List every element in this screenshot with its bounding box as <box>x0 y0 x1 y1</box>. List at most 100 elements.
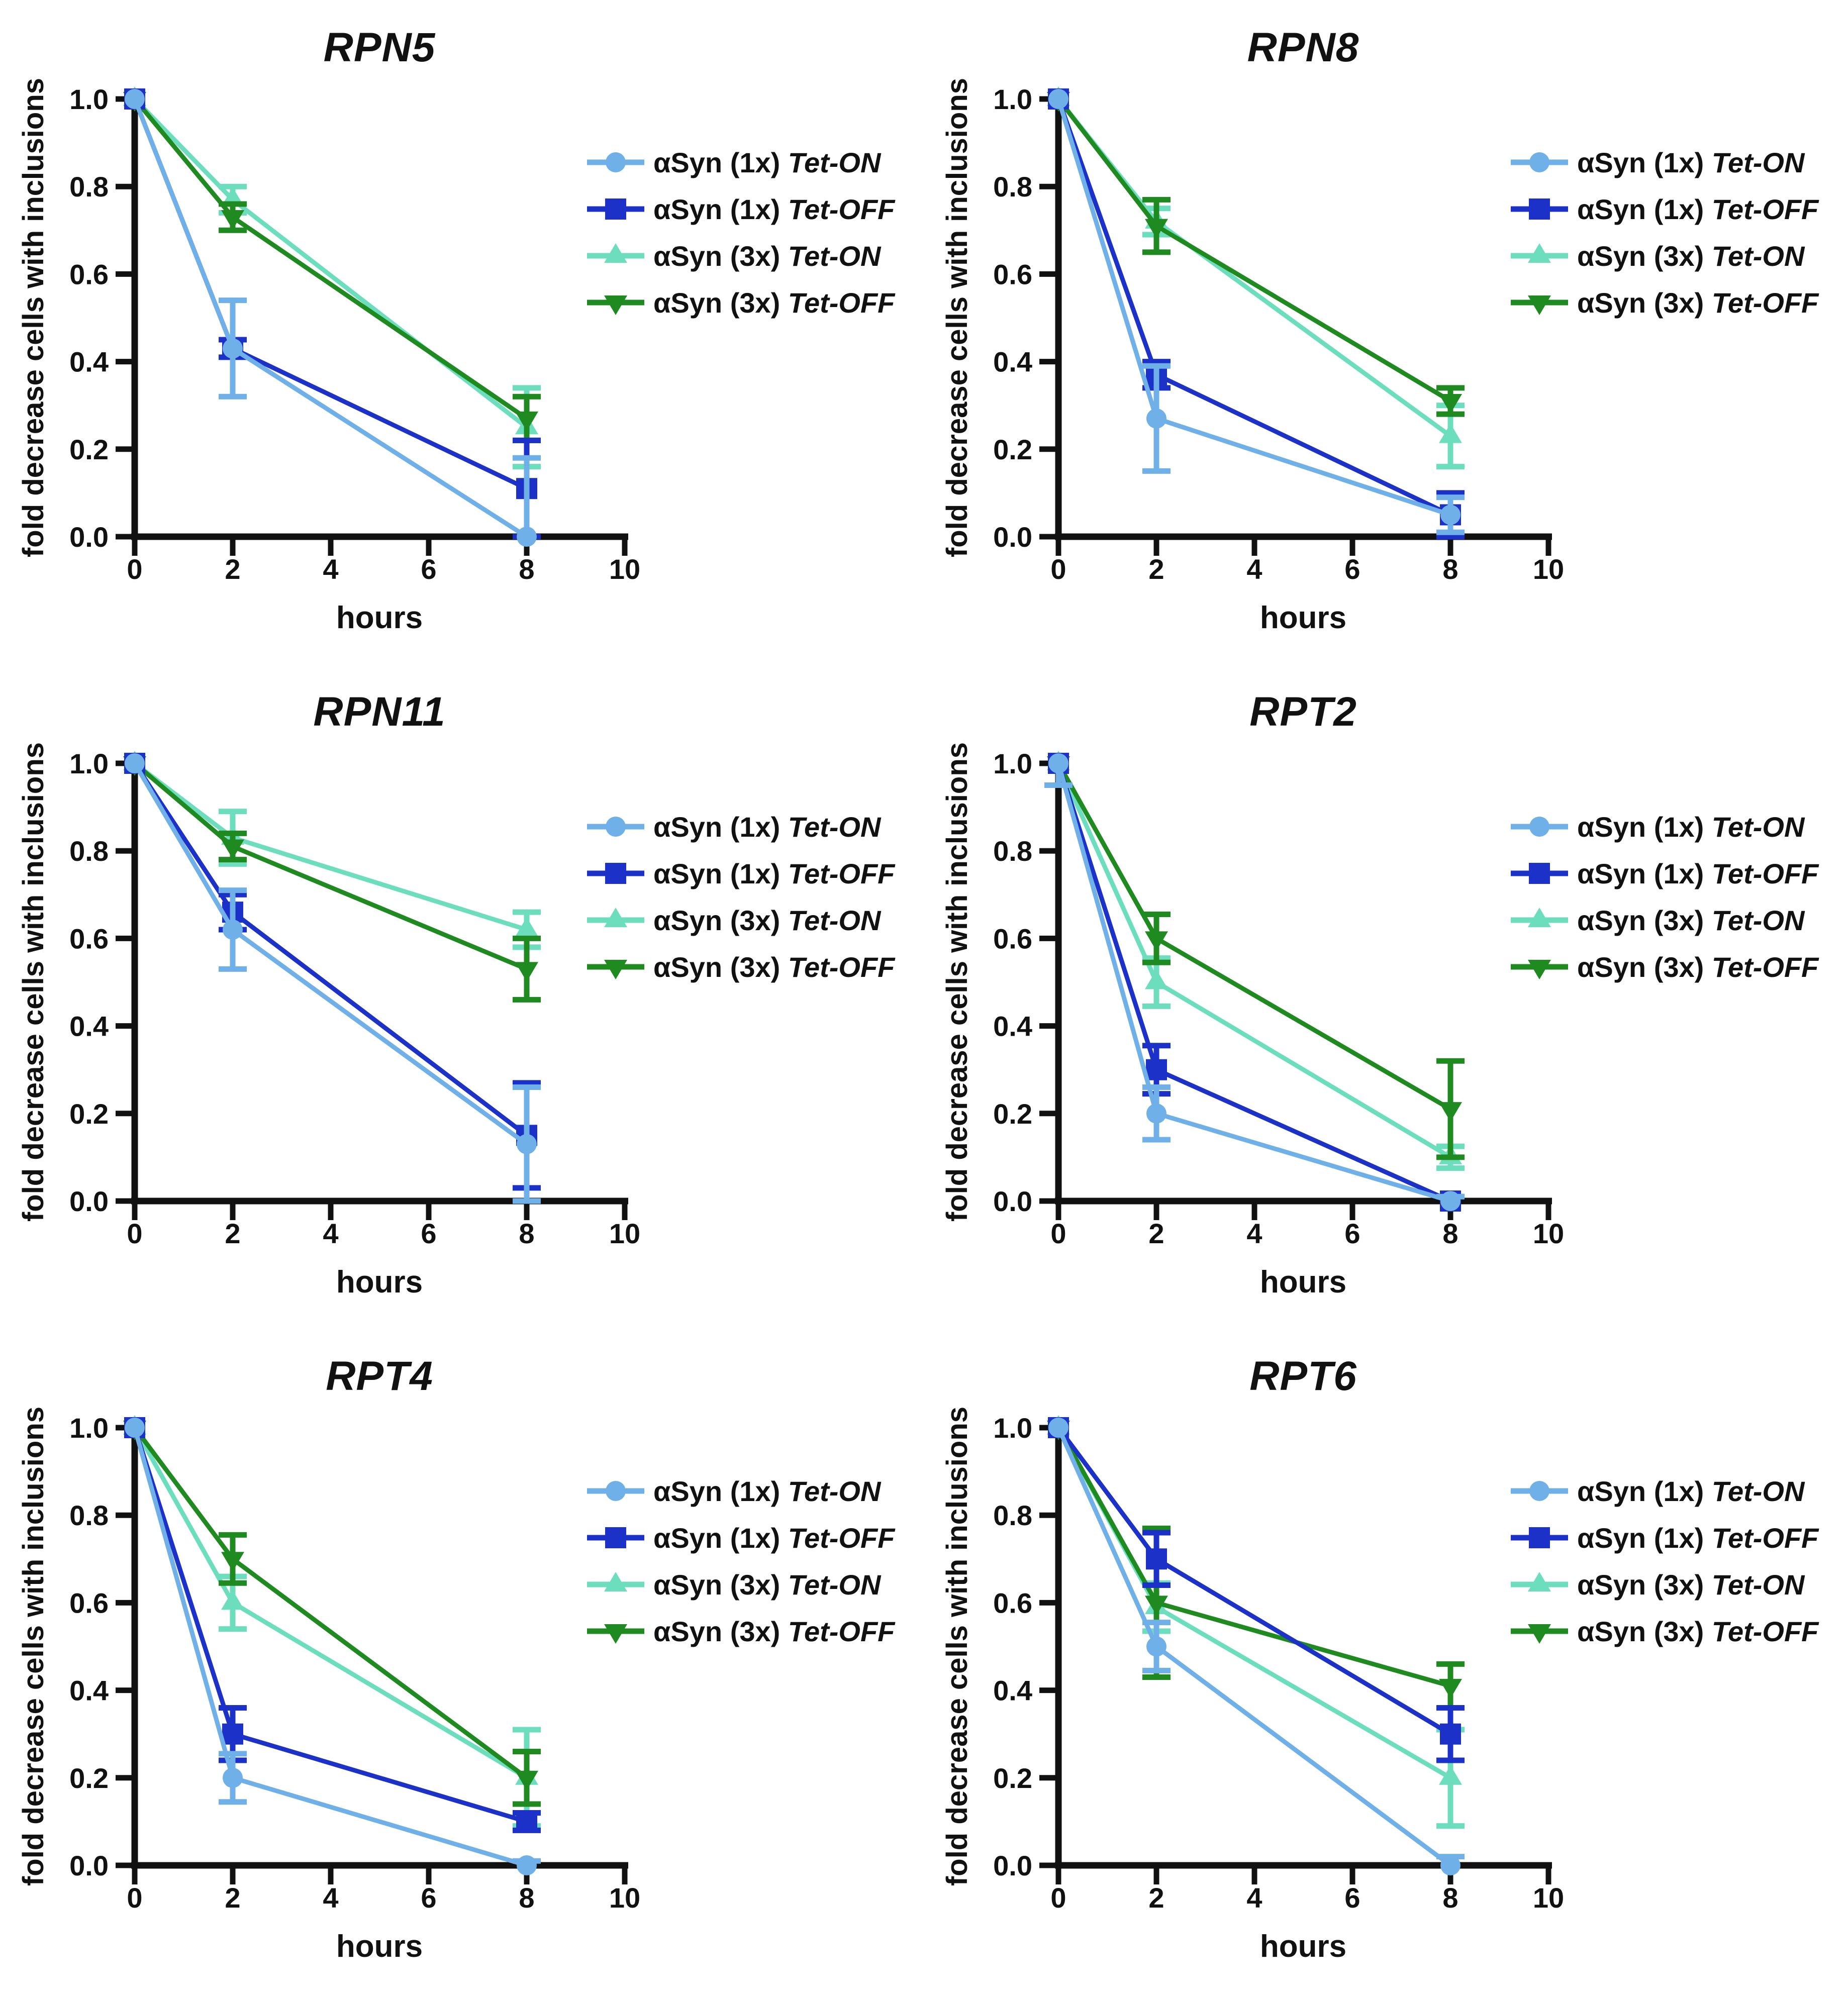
chart-panel-rpn11: RPN11 0 2 4 6 8 10 0.0 0.2 0.4 0.6 0.8 1.0 hours fold… <box>0 664 924 1329</box>
series-asyn-1x-tet-off <box>124 1417 541 1833</box>
svg-text:0.6: 0.6 <box>993 923 1032 954</box>
svg-text:1.0: 1.0 <box>993 83 1032 115</box>
svg-text:αSyn (3x) Tet-OFF: αSyn (3x) Tet-OFF <box>653 287 896 319</box>
legend-item-asyn-3x-tet-on: αSyn (3x) Tet-ON <box>587 240 882 272</box>
svg-text:0.4: 0.4 <box>993 1011 1032 1042</box>
legend-item-asyn-1x-tet-off: αSyn (1x) Tet-OFF <box>1511 193 1819 225</box>
svg-text:0.8: 0.8 <box>69 171 109 203</box>
chart-title-rpn11: RPN11 <box>313 689 446 735</box>
legend: αSyn (1x) Tet-ON αSyn (1x) Tet-OFF αSyn (3… <box>1511 1475 1819 1647</box>
chart-panel-rpt2: RPT2 0 2 4 6 8 10 0.0 0.2 0.4 0.6 0.8 1.0 hours fold … <box>924 664 1847 1329</box>
chart-rpn5-plot: 0 2 4 6 8 10 0.0 0.2 0.4 0.6 0.8 1.0 hours fold decre… <box>17 78 896 635</box>
svg-text:10: 10 <box>609 553 640 585</box>
svg-text:1.0: 1.0 <box>69 1412 109 1444</box>
y-axis-label: fold decrease cells with inclusions <box>17 742 50 1222</box>
svg-text:0.6: 0.6 <box>69 923 109 954</box>
svg-text:4: 4 <box>323 1218 338 1249</box>
svg-text:1.0: 1.0 <box>993 1412 1032 1444</box>
chart-panel-rpt4: RPT4 0 2 4 6 8 10 0.0 0.2 0.4 0.6 0.8 1.0 hours fold … <box>0 1329 924 1993</box>
svg-text:fold decrease cells with inclu: fold decrease cells with inclusions <box>17 742 50 1222</box>
svg-text:αSyn (3x) Tet-ON: αSyn (3x) Tet-ON <box>1577 240 1805 272</box>
legend: αSyn (1x) Tet-ON αSyn (1x) Tet-OFF αSyn (3… <box>587 1475 896 1647</box>
svg-text:0.2: 0.2 <box>69 1762 109 1794</box>
svg-text:2: 2 <box>225 1218 240 1249</box>
axes: 0 2 4 6 8 10 0.0 0.2 0.4 0.6 0.8 1.0 hours <box>69 1412 640 1964</box>
svg-text:αSyn (1x) Tet-OFF: αSyn (1x) Tet-OFF <box>1577 1522 1819 1554</box>
svg-text:0: 0 <box>127 1882 142 1914</box>
svg-text:αSyn (3x) Tet-OFF: αSyn (3x) Tet-OFF <box>653 951 896 983</box>
legend-item-asyn-1x-tet-off: αSyn (1x) Tet-OFF <box>587 1522 896 1554</box>
svg-text:fold decrease cells with inclu: fold decrease cells with inclusions <box>941 742 974 1222</box>
legend-item-asyn-1x-tet-on: αSyn (1x) Tet-ON <box>587 811 882 843</box>
svg-text:αSyn (1x) Tet-OFF: αSyn (1x) Tet-OFF <box>653 193 896 225</box>
svg-text:8: 8 <box>519 1882 534 1914</box>
legend-item-asyn-1x-tet-off: αSyn (1x) Tet-OFF <box>1511 1522 1819 1554</box>
legend-item-asyn-3x-tet-off: αSyn (3x) Tet-OFF <box>1511 1616 1819 1647</box>
legend: αSyn (1x) Tet-ON αSyn (1x) Tet-OFF αSyn (3… <box>587 147 896 319</box>
legend-item-asyn-3x-tet-on: αSyn (3x) Tet-ON <box>587 905 882 936</box>
legend: αSyn (1x) Tet-ON αSyn (1x) Tet-OFF αSyn (3… <box>1511 147 1819 319</box>
svg-text:10: 10 <box>609 1882 640 1914</box>
svg-text:0.2: 0.2 <box>993 1762 1032 1794</box>
axes: 0 2 4 6 8 10 0.0 0.2 0.4 0.6 0.8 1.0 hours <box>69 83 640 635</box>
svg-text:6: 6 <box>1344 1882 1360 1914</box>
legend-item-asyn-1x-tet-off: αSyn (1x) Tet-OFF <box>587 193 896 225</box>
svg-text:0: 0 <box>1050 1882 1066 1914</box>
svg-text:αSyn (1x) Tet-ON: αSyn (1x) Tet-ON <box>1577 147 1805 178</box>
legend-item-asyn-3x-tet-on: αSyn (3x) Tet-ON <box>587 1569 882 1601</box>
svg-text:0.0: 0.0 <box>69 1850 109 1881</box>
legend-item-asyn-1x-tet-on: αSyn (1x) Tet-ON <box>1511 1475 1805 1507</box>
axes: 0 2 4 6 8 10 0.0 0.2 0.4 0.6 0.8 1.0 hours <box>993 1412 1564 1964</box>
series-asyn-3x-tet-on <box>1047 86 1465 470</box>
legend-item-asyn-3x-tet-off: αSyn (3x) Tet-OFF <box>587 951 896 983</box>
svg-text:0.6: 0.6 <box>69 258 109 290</box>
y-axis-label: fold decrease cells with inclusions <box>941 1407 974 1886</box>
legend: αSyn (1x) Tet-ON αSyn (1x) Tet-OFF αSyn (3… <box>1511 811 1819 983</box>
legend-item-asyn-3x-tet-on: αSyn (3x) Tet-ON <box>1511 1569 1805 1601</box>
series-asyn-1x-tet-on <box>1048 1418 1465 1875</box>
legend-item-asyn-3x-tet-off: αSyn (3x) Tet-OFF <box>587 1616 896 1647</box>
svg-text:αSyn (3x) Tet-ON: αSyn (3x) Tet-ON <box>1577 1569 1805 1601</box>
svg-text:1.0: 1.0 <box>69 83 109 115</box>
svg-text:4: 4 <box>1246 553 1262 585</box>
svg-text:8: 8 <box>519 1218 534 1249</box>
svg-text:10: 10 <box>1533 1218 1564 1249</box>
series-asyn-1x-tet-off <box>1048 1417 1465 1763</box>
svg-text:0.0: 0.0 <box>993 521 1032 553</box>
svg-text:αSyn (1x) Tet-OFF: αSyn (1x) Tet-OFF <box>653 858 896 889</box>
svg-text:fold decrease cells with inclu: fold decrease cells with inclusions <box>941 1407 974 1886</box>
legend-item-asyn-1x-tet-on: αSyn (1x) Tet-ON <box>1511 811 1805 843</box>
chart-rpn11-plot: 0 2 4 6 8 10 0.0 0.2 0.4 0.6 0.8 1.0 hours fold decre… <box>17 742 896 1300</box>
chart-title-rpn5: RPN5 <box>323 25 436 70</box>
svg-text:0.6: 0.6 <box>69 1587 109 1619</box>
svg-text:8: 8 <box>519 553 534 585</box>
svg-text:αSyn (1x) Tet-OFF: αSyn (1x) Tet-OFF <box>1577 858 1819 889</box>
svg-text:10: 10 <box>609 1218 640 1249</box>
svg-text:0.0: 0.0 <box>993 1185 1032 1217</box>
chart-title-rpt6: RPT6 <box>1249 1353 1357 1399</box>
svg-text:αSyn (3x) Tet-OFF: αSyn (3x) Tet-OFF <box>653 1616 896 1647</box>
legend-item-asyn-1x-tet-off: αSyn (1x) Tet-OFF <box>587 858 896 889</box>
svg-text:0.4: 0.4 <box>993 346 1032 378</box>
svg-text:6: 6 <box>1344 553 1360 585</box>
svg-text:8: 8 <box>1442 1882 1458 1914</box>
legend-item-asyn-1x-tet-on: αSyn (1x) Tet-ON <box>1511 147 1805 178</box>
svg-text:0.2: 0.2 <box>69 434 109 465</box>
svg-text:hours: hours <box>336 601 423 635</box>
svg-text:6: 6 <box>421 1882 436 1914</box>
svg-text:hours: hours <box>336 1929 423 1964</box>
svg-text:4: 4 <box>1246 1218 1262 1249</box>
svg-text:8: 8 <box>1442 553 1458 585</box>
svg-text:αSyn (3x) Tet-ON: αSyn (3x) Tet-ON <box>1577 905 1805 936</box>
svg-text:hours: hours <box>1260 601 1346 635</box>
svg-text:0.6: 0.6 <box>993 258 1032 290</box>
chart-title-rpn8: RPN8 <box>1247 25 1359 70</box>
svg-text:0: 0 <box>127 1218 142 1249</box>
svg-text:0.2: 0.2 <box>993 434 1032 465</box>
svg-text:0.8: 0.8 <box>69 835 109 867</box>
chart-panel-rpn8: RPN8 0 2 4 6 8 10 0.0 0.2 0.4 0.6 0.8 1.0 hours fold … <box>924 0 1847 664</box>
axes: 0 2 4 6 8 10 0.0 0.2 0.4 0.6 0.8 1.0 hours <box>69 748 640 1300</box>
svg-text:fold decrease cells with inclu: fold decrease cells with inclusions <box>941 78 974 557</box>
svg-text:10: 10 <box>1533 553 1564 585</box>
svg-text:2: 2 <box>1148 1218 1164 1249</box>
